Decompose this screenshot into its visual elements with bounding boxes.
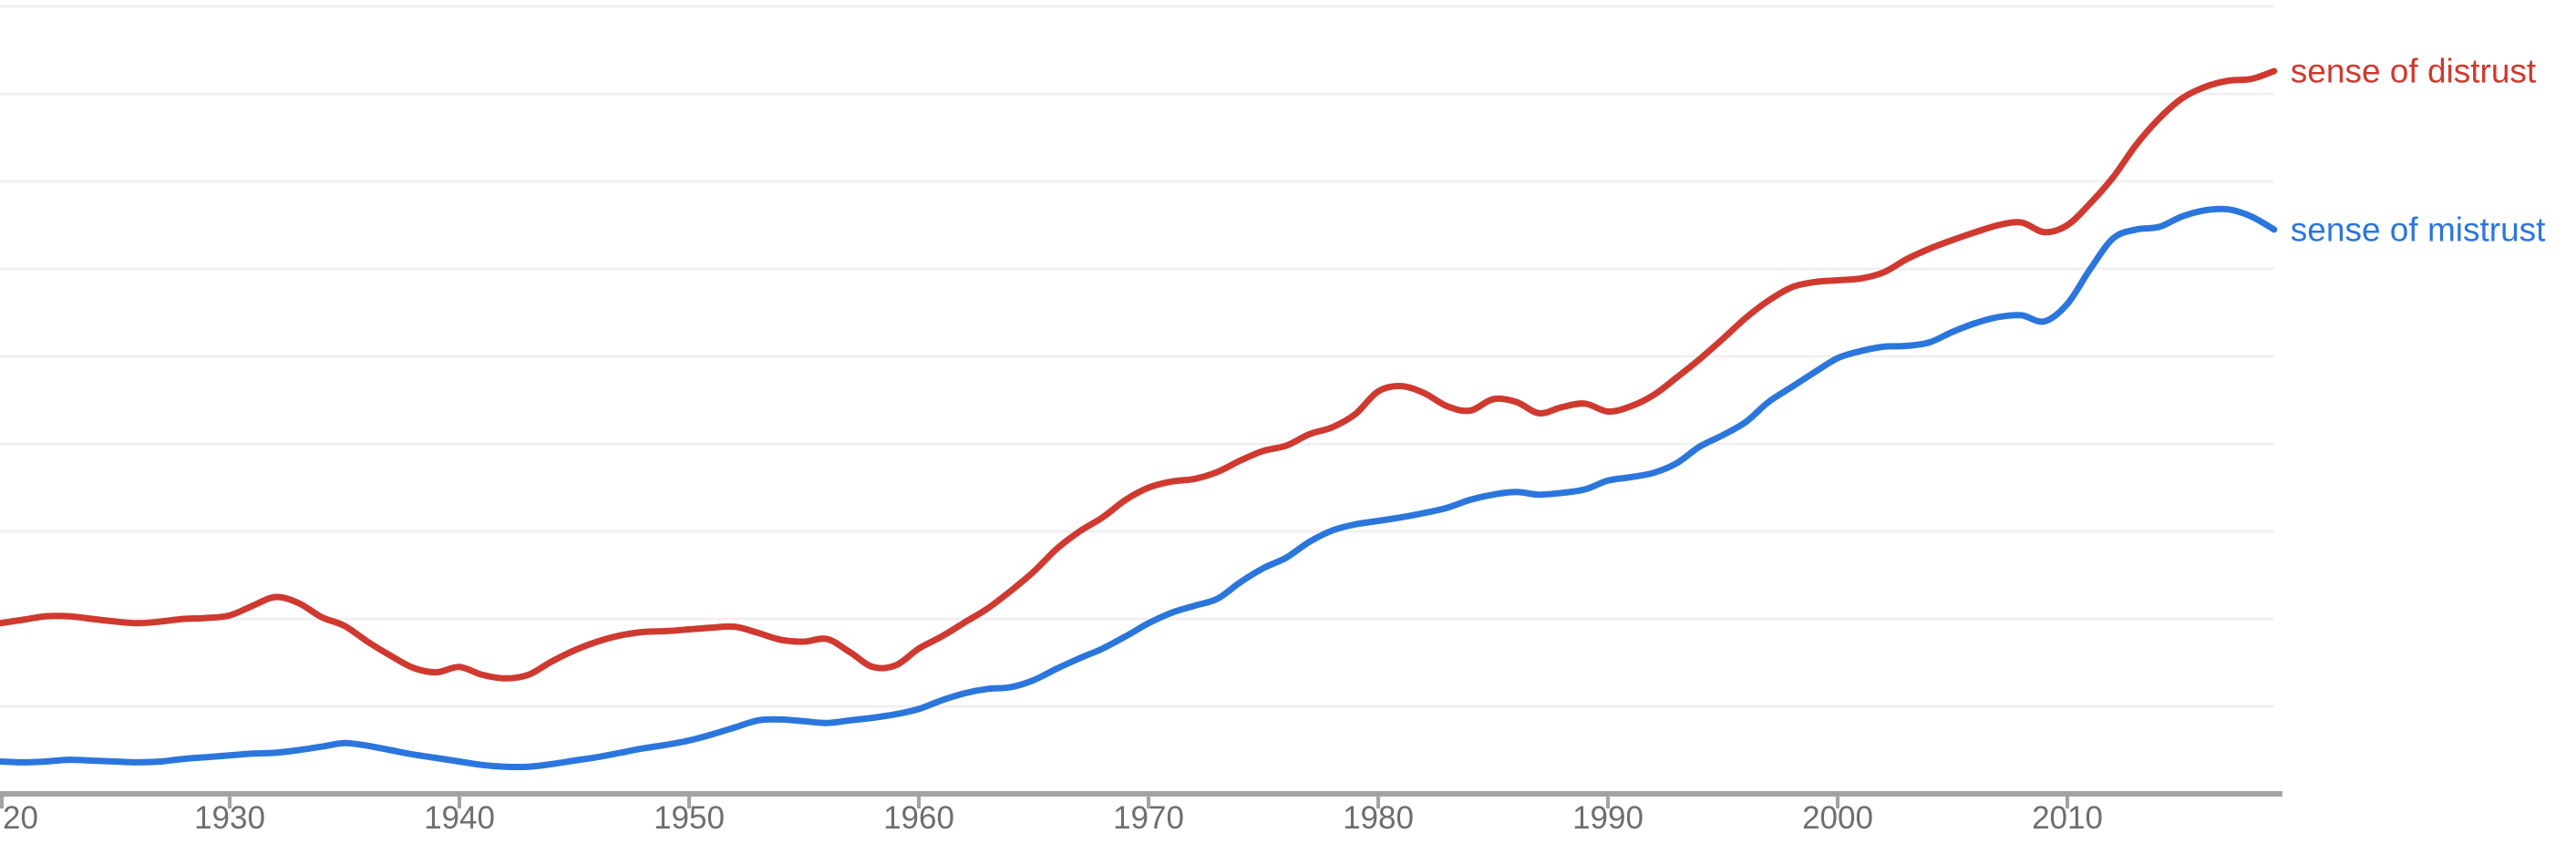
x-axis-tick-label: 1970: [1113, 800, 1184, 836]
x-axis-tick-label: 1930: [194, 800, 265, 836]
series-label-mistrust[interactable]: sense of mistrust: [2291, 211, 2546, 248]
x-axis-ticks: [0, 797, 2069, 808]
x-axis-tick-label: 2010: [2032, 800, 2103, 836]
gridlines: [0, 5, 2274, 708]
x-axis-tick-label: 1960: [883, 800, 954, 836]
x-axis-tick-label: 1980: [1343, 800, 1414, 836]
x-axis-tick-labels: 20 1930 1940 1950 1960 1970 1980 1990 2000 2010: [3, 800, 2103, 836]
x-axis-tick-label: 2000: [1802, 800, 1873, 836]
series-line-distrust[interactable]: [0, 67, 2278, 682]
x-axis-tick-label: 1990: [1572, 800, 1643, 836]
x-axis-tick-label: 1940: [424, 800, 495, 836]
x-axis-tick-label: 1950: [654, 800, 725, 836]
x-axis-tick-label: 20: [3, 800, 38, 836]
series-label-distrust[interactable]: sense of distrust: [2291, 53, 2537, 90]
series-line-mistrust[interactable]: [0, 205, 2278, 771]
